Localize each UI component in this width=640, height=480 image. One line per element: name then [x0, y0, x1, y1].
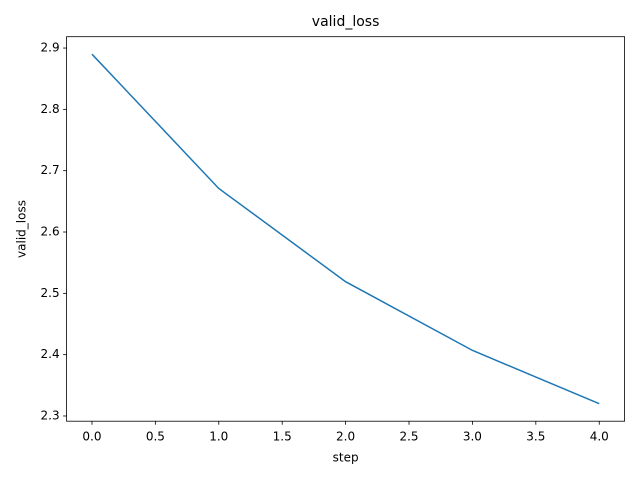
y-tick-label: 2.5	[41, 286, 60, 300]
line-series	[91, 53, 600, 405]
plot-frame	[66, 36, 625, 422]
x-axis-label: step	[333, 451, 359, 465]
x-tick-label: 3.5	[526, 430, 545, 444]
y-tick-label: 2.7	[41, 163, 60, 177]
y-tick-label: 2.6	[41, 225, 60, 239]
x-tick-label: 2.0	[336, 430, 355, 444]
y-tick-label: 2.3	[41, 408, 60, 422]
chart-title: valid_loss	[312, 14, 380, 30]
y-tick-label: 2.4	[41, 347, 60, 361]
x-tick-label: 1.5	[273, 430, 292, 444]
x-tick-label: 0.0	[82, 430, 101, 444]
x-tick-label: 4.0	[590, 430, 609, 444]
y-tick-label: 2.8	[41, 102, 60, 116]
x-tick-label: 1.0	[209, 430, 228, 444]
y-tick-label: 2.9	[41, 41, 60, 55]
x-tick-label: 2.5	[399, 430, 418, 444]
y-axis-label: valid_loss	[15, 200, 29, 258]
x-tick-label: 0.5	[146, 430, 165, 444]
x-tick-label: 3.0	[463, 430, 482, 444]
